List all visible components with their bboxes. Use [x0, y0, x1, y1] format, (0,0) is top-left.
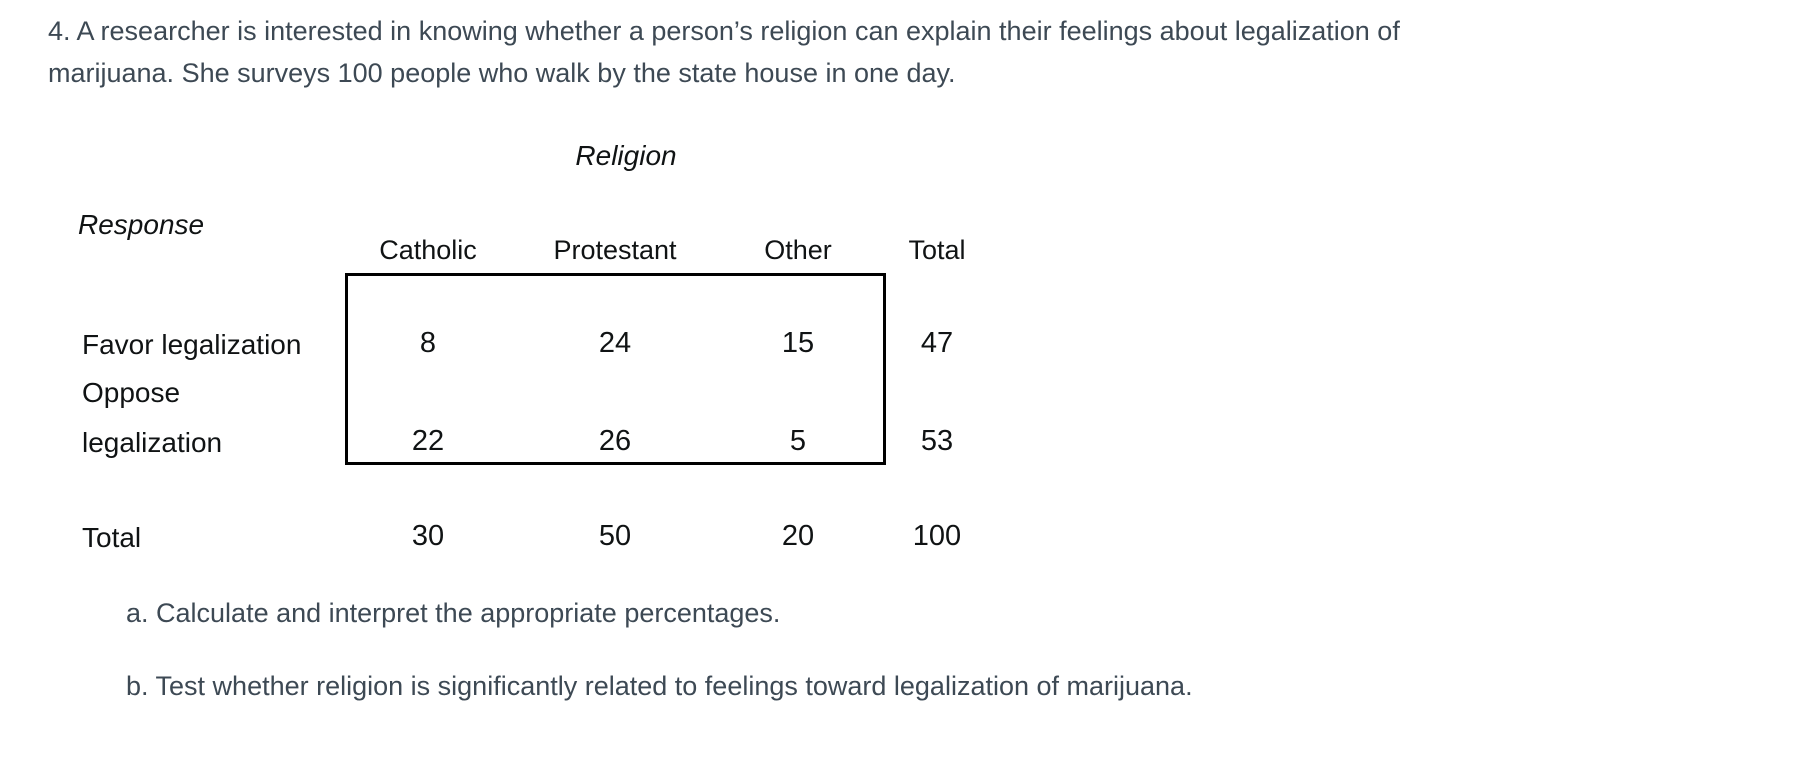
cell-total-catholic: 30	[411, 520, 445, 552]
row-label-total: Total	[82, 522, 142, 553]
row-label-oppose-line1: Oppose	[82, 377, 181, 408]
sub-question-b: b. Test whether religion is significantl…	[126, 671, 1193, 701]
cell-oppose-total: 53	[920, 425, 954, 457]
cell-favor-other: 15	[781, 327, 815, 359]
column-header-other: Other	[764, 235, 832, 265]
problem-statement: 4. A researcher is interested in knowing…	[48, 10, 1400, 94]
cell-favor-catholic: 8	[419, 327, 437, 359]
table-data-box	[345, 273, 886, 465]
row-label-favor-legalization: Favor legalization	[82, 329, 302, 360]
problem-line-2: marijuana. She surveys 100 people who wa…	[48, 58, 956, 88]
table-group-header-religion: Religion	[575, 140, 677, 171]
cell-total-other: 20	[781, 520, 815, 552]
sub-question-a: a. Calculate and interpret the appropria…	[126, 598, 781, 628]
column-header-total: Total	[908, 235, 966, 265]
problem-line-1: 4. A researcher is interested in knowing…	[48, 16, 1400, 46]
cell-oppose-catholic: 22	[411, 425, 445, 457]
cell-total-total: 100	[912, 520, 962, 552]
column-header-protestant: Protestant	[553, 235, 677, 265]
cell-favor-total: 47	[920, 327, 954, 359]
cell-oppose-other: 5	[789, 425, 807, 457]
cell-favor-protestant: 24	[598, 327, 632, 359]
table-row-header-response: Response	[78, 209, 205, 240]
column-header-catholic: Catholic	[379, 235, 477, 265]
cell-total-protestant: 50	[598, 520, 632, 552]
row-label-oppose-line2: legalization	[82, 427, 223, 458]
cell-oppose-protestant: 26	[598, 425, 632, 457]
